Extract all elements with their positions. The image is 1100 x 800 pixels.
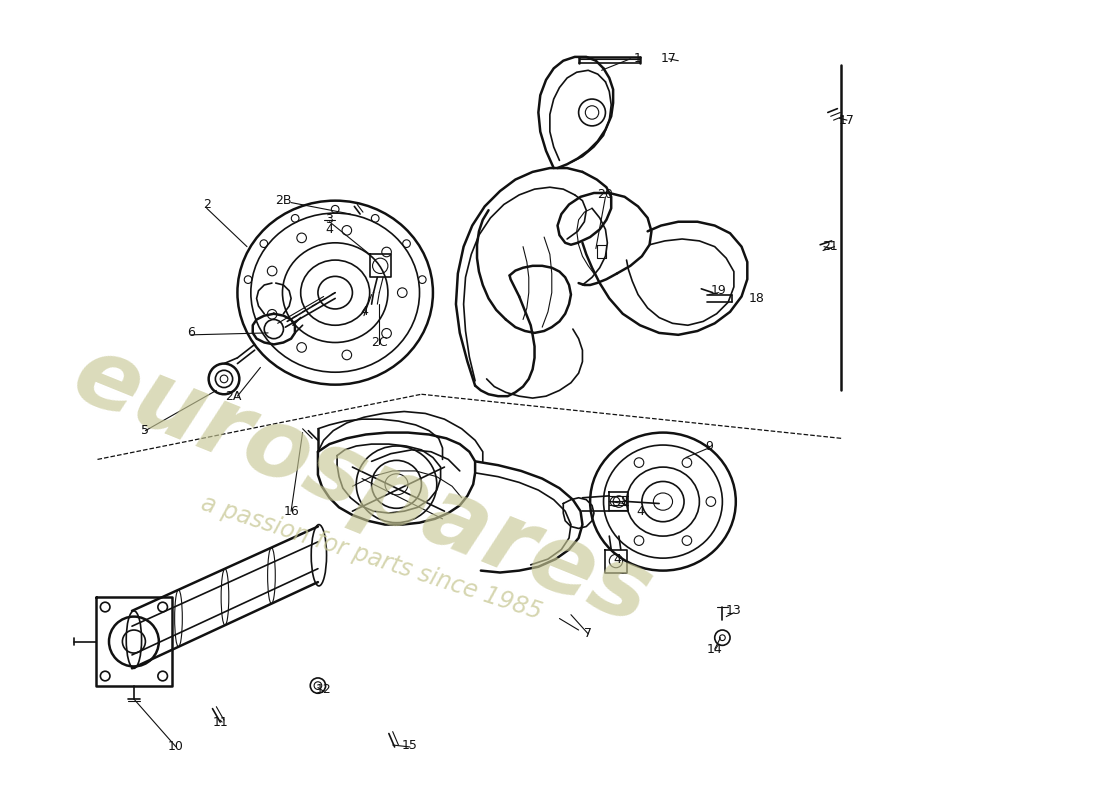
Text: 20: 20 (597, 188, 614, 202)
Text: 11: 11 (212, 715, 228, 729)
Text: 2: 2 (202, 198, 211, 211)
Text: 12: 12 (316, 683, 331, 696)
Text: 3: 3 (326, 214, 333, 226)
Text: 1: 1 (634, 52, 642, 66)
Text: 5: 5 (142, 424, 150, 437)
Text: 19: 19 (711, 284, 726, 298)
Text: a passion for parts since 1985: a passion for parts since 1985 (198, 491, 544, 625)
Text: 10: 10 (168, 741, 184, 754)
Text: 17: 17 (661, 52, 676, 66)
Text: 7: 7 (584, 627, 592, 640)
Text: 21: 21 (822, 240, 837, 253)
Text: 4: 4 (360, 306, 367, 318)
Text: 18: 18 (749, 292, 764, 305)
Text: 4: 4 (636, 505, 644, 518)
Text: eurospares: eurospares (59, 328, 664, 645)
Text: 14: 14 (707, 642, 723, 656)
Text: 4: 4 (613, 553, 620, 566)
Text: 13: 13 (726, 604, 741, 618)
Text: 17: 17 (839, 114, 855, 126)
Text: 2C: 2C (371, 336, 387, 349)
Text: 8: 8 (620, 495, 628, 508)
Text: 15: 15 (402, 738, 418, 751)
Text: 4: 4 (326, 223, 333, 236)
Text: 16: 16 (283, 505, 299, 518)
Text: 9: 9 (705, 439, 713, 453)
Text: 6: 6 (187, 326, 196, 339)
Text: 2A: 2A (226, 390, 242, 402)
Text: 2B: 2B (275, 194, 292, 207)
